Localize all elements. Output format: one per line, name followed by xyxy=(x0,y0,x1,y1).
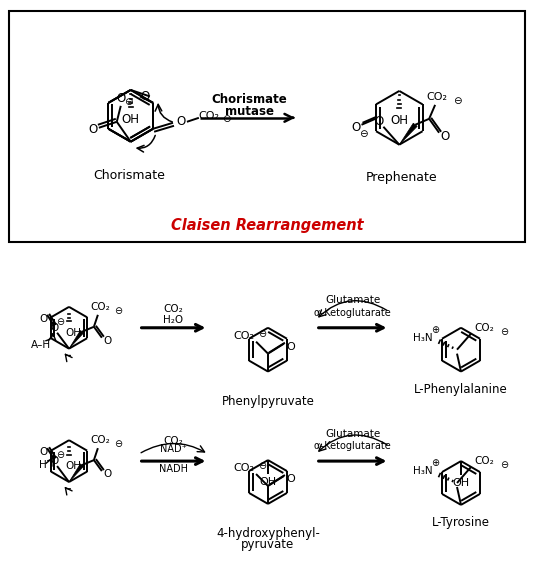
Text: CO₂: CO₂ xyxy=(163,304,183,314)
Text: CO₂: CO₂ xyxy=(163,436,183,446)
Text: ⊕: ⊕ xyxy=(431,458,439,468)
Text: H₂O: H₂O xyxy=(163,315,184,325)
Text: Claisen Rearrangement: Claisen Rearrangement xyxy=(171,218,363,233)
Text: O: O xyxy=(116,93,125,105)
Text: A–H: A–H xyxy=(31,340,51,350)
Text: ⊖: ⊖ xyxy=(453,96,461,106)
Text: O: O xyxy=(140,90,150,103)
Text: O: O xyxy=(39,314,48,324)
Text: ⊖: ⊖ xyxy=(500,327,508,337)
Text: NAD⁺: NAD⁺ xyxy=(160,444,187,454)
Text: O: O xyxy=(176,116,186,128)
Text: L-Phenylalanine: L-Phenylalanine xyxy=(414,383,508,396)
Text: ⊖: ⊖ xyxy=(500,460,508,470)
Text: α–Ketoglutarate: α–Ketoglutarate xyxy=(313,308,391,318)
Text: Chorismate: Chorismate xyxy=(211,93,287,107)
Polygon shape xyxy=(69,330,83,348)
Polygon shape xyxy=(69,464,83,482)
Text: ⊖: ⊖ xyxy=(359,128,368,139)
Text: Glutamate: Glutamate xyxy=(325,429,380,439)
Text: O: O xyxy=(375,116,384,128)
Text: OH: OH xyxy=(260,477,277,487)
Polygon shape xyxy=(399,123,417,145)
Text: ⊖: ⊖ xyxy=(258,461,266,471)
Text: Prephenate: Prephenate xyxy=(365,171,437,184)
Text: CO₂: CO₂ xyxy=(427,92,447,102)
Text: O: O xyxy=(88,123,98,136)
Text: pyruvate: pyruvate xyxy=(241,538,295,551)
Text: O: O xyxy=(50,456,58,466)
Text: ⊖: ⊖ xyxy=(114,439,122,449)
Text: O: O xyxy=(351,121,360,134)
Text: Chorismate: Chorismate xyxy=(93,169,164,182)
Text: ⊖: ⊖ xyxy=(56,317,64,327)
Text: ⊕: ⊕ xyxy=(431,325,439,335)
Text: Phenylpyruvate: Phenylpyruvate xyxy=(222,395,315,408)
Text: NADH: NADH xyxy=(159,464,188,474)
Text: O: O xyxy=(104,335,112,346)
Text: CO₂: CO₂ xyxy=(474,323,494,333)
Text: CO₂: CO₂ xyxy=(90,435,110,445)
Text: O: O xyxy=(441,130,450,143)
Text: mutase: mutase xyxy=(225,105,273,118)
Text: OH: OH xyxy=(390,114,409,127)
Text: α–Ketoglutarate: α–Ketoglutarate xyxy=(313,441,391,451)
Text: ⊖: ⊖ xyxy=(56,450,64,460)
Bar xyxy=(10,11,524,242)
Text: O: O xyxy=(287,474,295,484)
Text: L-Tyrosine: L-Tyrosine xyxy=(432,516,490,529)
Text: H₃N: H₃N xyxy=(413,333,433,343)
Text: OH: OH xyxy=(452,478,469,488)
Text: 4-hydroxyphenyl-: 4-hydroxyphenyl- xyxy=(216,527,320,540)
Text: ⊖: ⊖ xyxy=(222,114,231,124)
Text: CO₂: CO₂ xyxy=(233,463,255,473)
Text: O: O xyxy=(39,447,48,457)
Text: ⊖: ⊖ xyxy=(258,329,266,339)
Text: ⊖: ⊖ xyxy=(124,97,133,107)
Text: H: H xyxy=(39,459,47,470)
Text: OH: OH xyxy=(65,328,81,338)
Text: O: O xyxy=(104,469,112,479)
Text: OH: OH xyxy=(122,113,140,126)
Text: CO₂: CO₂ xyxy=(90,302,110,312)
Text: O: O xyxy=(287,342,295,352)
Text: CO₂: CO₂ xyxy=(233,331,255,341)
Text: CO₂: CO₂ xyxy=(474,456,494,466)
Text: H₃N: H₃N xyxy=(413,466,433,476)
Text: Glutamate: Glutamate xyxy=(325,295,380,305)
Text: CO₂: CO₂ xyxy=(198,111,219,121)
Text: ⊖: ⊖ xyxy=(114,306,122,316)
Text: OH: OH xyxy=(65,461,81,471)
Text: O: O xyxy=(50,323,58,333)
